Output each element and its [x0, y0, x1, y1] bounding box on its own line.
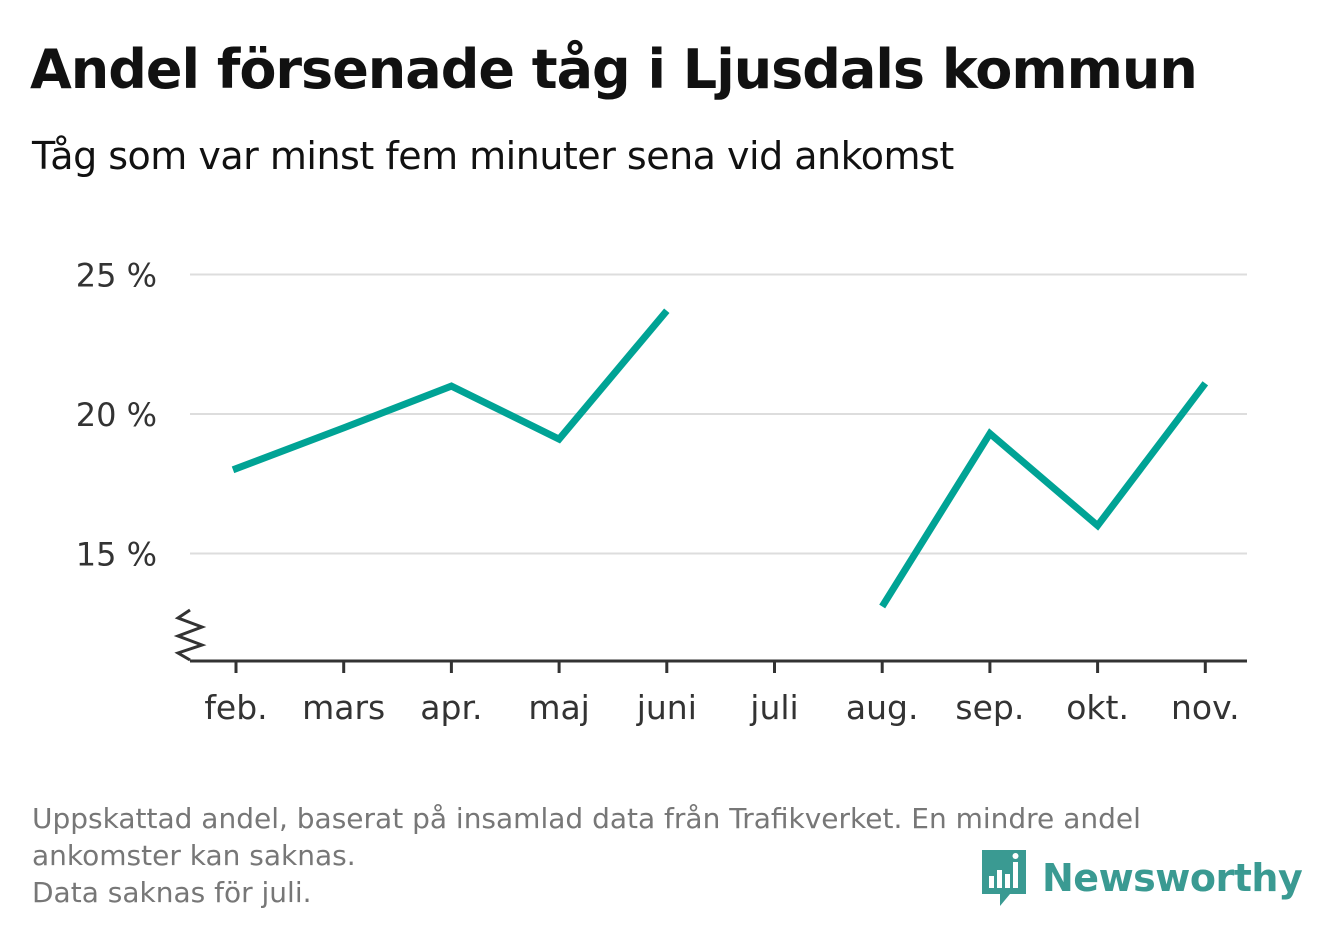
x-tick-label: feb. [204, 688, 267, 727]
newsworthy-logo: Newsworthy [978, 846, 1303, 910]
y-tick-label: 25 % [76, 257, 157, 295]
y-tick-label: 15 % [76, 536, 157, 574]
footnote-line-1: Uppskattad andel, baserat på insamlad da… [32, 802, 1141, 835]
newsworthy-chart-icon [982, 850, 1026, 906]
chart-subtitle: Tåg som var minst fem minuter sena vid a… [32, 134, 954, 178]
x-tick-label: nov. [1171, 688, 1240, 727]
x-tick-label: okt. [1066, 688, 1129, 727]
x-tick-label: maj [528, 688, 590, 727]
x-tick-label: juli [749, 688, 798, 727]
series-line [231, 308, 670, 474]
footnote-line-3: Data saknas för juli. [32, 876, 312, 909]
brand-name: Newsworthy [1042, 856, 1303, 900]
y-axis-break [173, 608, 207, 662]
x-tick-label: juni [636, 688, 697, 727]
x-tick-label: sep. [955, 688, 1024, 727]
x-tick-label: apr. [420, 688, 482, 727]
line-chart: 15 % 20 % 25 % feb. mars apr. maj juni juli aug. s… [76, 257, 1247, 727]
y-tick-label: 20 % [76, 396, 157, 434]
chart-title: Andel försenade tåg i Ljusdals kommun [30, 38, 1198, 101]
x-tick-label: aug. [846, 688, 919, 727]
x-tick-label: mars [302, 688, 385, 727]
footnote-line-2: ankomster kan saknas. [32, 839, 356, 872]
footnote: Uppskattad andel, baserat på insamlad da… [32, 800, 1292, 911]
series-line [879, 381, 1209, 609]
